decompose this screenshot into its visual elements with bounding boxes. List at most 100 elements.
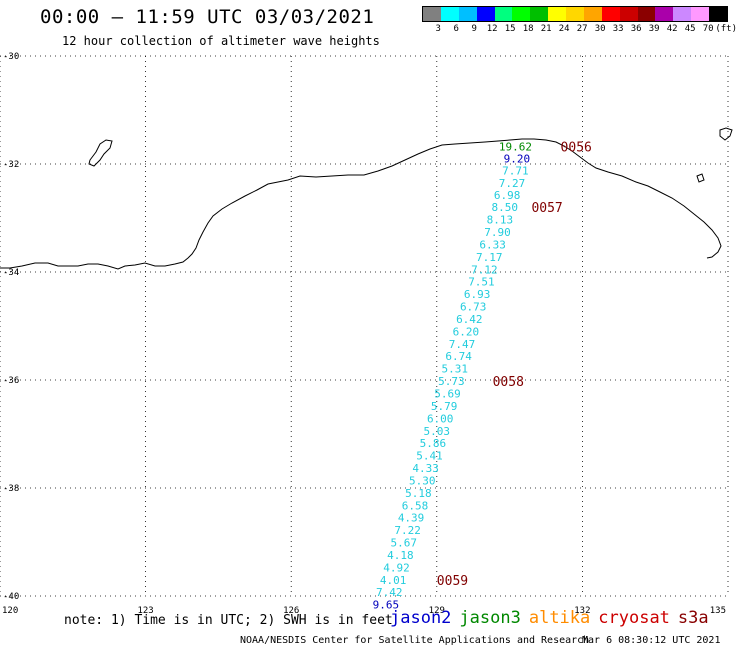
legend-label: 24 xyxy=(558,24,570,34)
legend-swatch xyxy=(619,7,638,21)
wave-height-label: 9.65 xyxy=(373,599,400,612)
legend-label: 45 xyxy=(684,24,696,34)
wave-height-label: 7.90 xyxy=(484,226,511,239)
wave-height-label: 5.86 xyxy=(420,437,447,450)
satellite-name: s3a xyxy=(677,608,709,628)
wave-height-label: 5.67 xyxy=(391,537,418,550)
wave-height-label: 7.22 xyxy=(394,524,421,537)
wave-height-label: 8.50 xyxy=(491,201,518,214)
axis-tick-labels: 120 123 126 129 132 135 -30 -32 -34 -36 -38 -40 xyxy=(2,52,726,616)
wave-height-label: 7.42 xyxy=(376,586,403,599)
legend-swatch xyxy=(423,7,441,21)
legend-swatch xyxy=(440,7,459,21)
wave-height-label: 6.00 xyxy=(427,412,454,425)
satellite-track-labels: 19.629.207.717.276.988.508.137.906.337.1… xyxy=(373,141,532,612)
credit-text: NOAA/NESDIS Center for Satellite Applica… xyxy=(240,635,590,646)
latitude-tick-label: -40 xyxy=(3,592,19,602)
wave-height-label: 4.39 xyxy=(398,512,425,525)
legend-label: 3 xyxy=(435,24,441,34)
wave-height-label: 4.01 xyxy=(380,574,407,587)
island-outline xyxy=(719,127,733,141)
longitude-tick-label: 126 xyxy=(283,606,299,616)
longitude-tick-label: 132 xyxy=(574,606,590,616)
wave-height-color-legend: 3 6 9 12 15 18 21 24 27 30 33 36 39 42 45 70 (ft) xyxy=(422,6,737,36)
satellite-name: cryosat xyxy=(598,608,670,628)
legend-label: 33 xyxy=(612,24,624,34)
lat-lon-grid xyxy=(0,55,729,597)
wave-height-label: 5.41 xyxy=(416,450,443,463)
units-note: note: 1) Time is in UTC; 2) SWH is in fe… xyxy=(64,613,393,628)
pass-time-label: 0057 xyxy=(531,201,562,216)
legend-label: (ft) xyxy=(715,24,738,34)
wave-height-label: 5.73 xyxy=(438,375,465,388)
satellite-name: jason2 xyxy=(390,608,452,628)
island-outline xyxy=(88,139,113,167)
wave-height-label: 8.13 xyxy=(487,214,514,227)
generated-date: Mar 6 08:30:12 UTC 2021 xyxy=(582,635,721,646)
legend-swatch xyxy=(476,7,495,21)
legend-swatch xyxy=(691,7,709,21)
pass-time-labels: 0056 0057 0058 0059 xyxy=(437,141,592,589)
satellite-name: jason3 xyxy=(459,608,521,628)
wave-height-label: 19.62 xyxy=(499,141,532,154)
wave-height-label: 5.69 xyxy=(434,388,461,401)
wave-height-label: 7.71 xyxy=(502,164,529,177)
legend-swatch xyxy=(583,7,602,21)
legend-swatch xyxy=(673,7,692,21)
legend-swatch xyxy=(530,7,549,21)
wave-height-label: 6.58 xyxy=(402,499,429,512)
latitude-tick-label: -34 xyxy=(3,268,19,278)
wave-height-label: 6.74 xyxy=(445,350,472,363)
map-subtitle: 12 hour collection of altimeter wave hei… xyxy=(62,34,380,48)
longitude-tick-label: 120 xyxy=(2,606,18,616)
wave-height-label: 5.03 xyxy=(424,425,451,438)
wave-height-label: 6.93 xyxy=(464,288,491,301)
pass-time-label: 0058 xyxy=(493,375,524,390)
longitude-tick-label: 123 xyxy=(137,606,153,616)
legend-label: 9 xyxy=(471,24,477,34)
pass-time-label: 0059 xyxy=(437,574,468,589)
pass-time-label: 0056 xyxy=(561,141,592,156)
coastline xyxy=(0,138,722,270)
island-outline xyxy=(696,173,705,183)
legend-label: 12 xyxy=(486,24,498,34)
wave-height-label: 6.98 xyxy=(494,189,521,202)
wave-height-label: 6.33 xyxy=(479,238,506,251)
wave-height-label: 6.73 xyxy=(460,301,487,314)
legend-label: 30 xyxy=(594,24,606,34)
legend-label: 27 xyxy=(576,24,588,34)
wave-height-label: 5.79 xyxy=(431,400,458,413)
wave-height-label: 4.18 xyxy=(387,549,414,562)
longitude-tick-label: 129 xyxy=(429,606,445,616)
legend-label: 42 xyxy=(666,24,678,34)
legend-swatch xyxy=(709,7,727,21)
latitude-tick-label: -32 xyxy=(3,160,19,170)
wave-height-label: 6.42 xyxy=(456,313,483,326)
wave-height-label: 9.20 xyxy=(504,153,531,166)
legend-label: 15 xyxy=(504,24,516,34)
legend-label: 18 xyxy=(522,24,534,34)
legend-swatch xyxy=(566,7,584,21)
legend-swatch xyxy=(512,7,531,21)
legend-swatch xyxy=(548,7,566,21)
wave-height-label: 7.47 xyxy=(449,338,476,351)
latitude-tick-label: -36 xyxy=(3,376,19,386)
wave-height-label: 5.31 xyxy=(442,363,469,376)
wave-height-label: 4.33 xyxy=(412,462,439,475)
wave-height-label: 7.17 xyxy=(476,251,503,264)
map-title: 00:00 — 11:59 UTC 03/03/2021 xyxy=(40,6,375,28)
legend-label: 21 xyxy=(540,24,552,34)
legend-label: 36 xyxy=(630,24,642,34)
wave-height-label: 7.12 xyxy=(471,263,498,276)
legend-label: 70 xyxy=(702,24,714,34)
wave-height-label: 4.92 xyxy=(383,561,410,574)
legend-labels: 3 6 9 12 15 18 21 24 27 30 33 36 39 42 45 70 (ft) xyxy=(422,22,737,36)
satellite-legend: jason2 jason3 altika cryosat s3a xyxy=(390,608,717,628)
latitude-tick-label: -38 xyxy=(3,484,19,494)
legend-swatch xyxy=(601,7,620,21)
legend-swatch xyxy=(458,7,477,21)
wave-height-label: 5.18 xyxy=(405,487,432,500)
legend-swatches xyxy=(422,6,728,22)
legend-swatch xyxy=(655,7,674,21)
